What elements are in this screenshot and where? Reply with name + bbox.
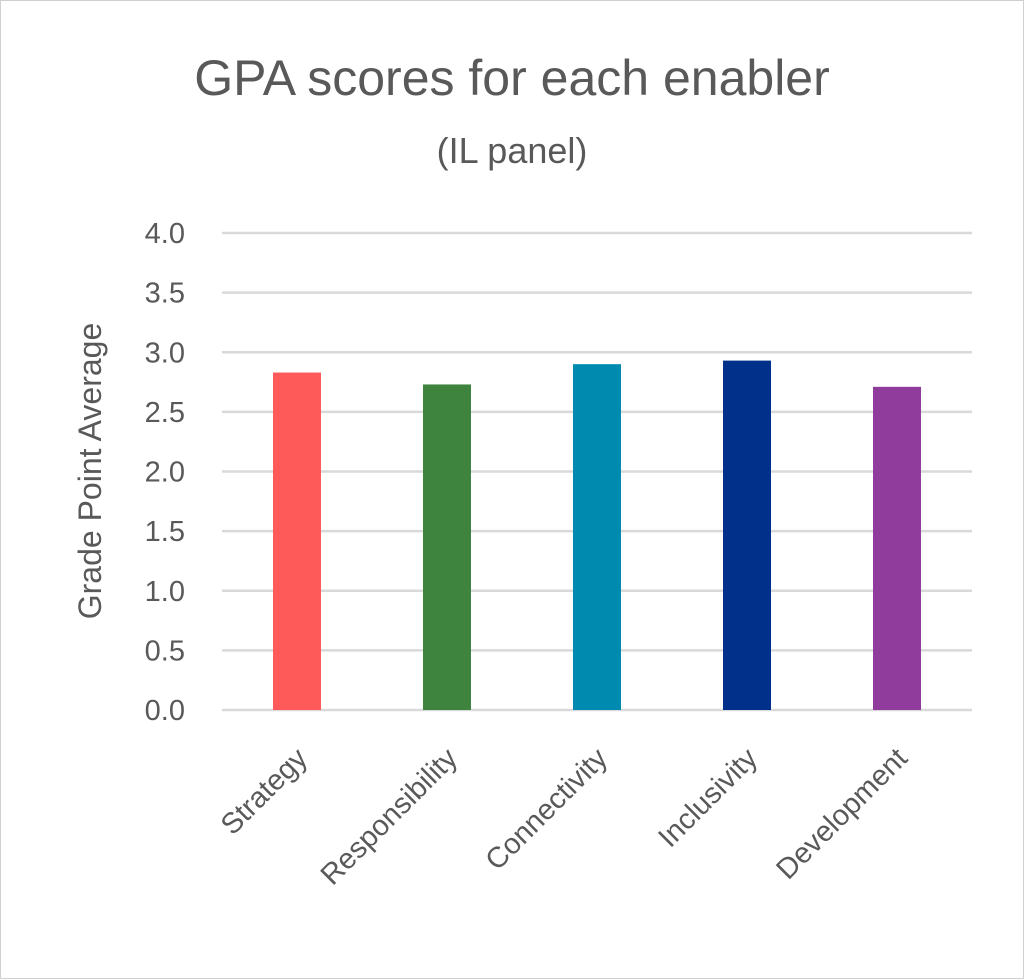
y-tick-label: 1.5 bbox=[145, 516, 185, 548]
y-tick-label: 1.0 bbox=[145, 576, 185, 608]
y-axis-label: Grade Point Average bbox=[72, 323, 108, 620]
y-tick-label: 0.5 bbox=[145, 635, 185, 667]
bar-strategy bbox=[273, 372, 321, 710]
x-tick-label: Development bbox=[770, 742, 913, 885]
bar-development bbox=[873, 386, 921, 710]
y-tick-label: 3.0 bbox=[145, 337, 185, 369]
x-tick-label: Responsibility bbox=[315, 742, 464, 891]
bar-responsibility bbox=[423, 384, 471, 710]
chart-title: GPA scores for each enabler bbox=[194, 50, 830, 106]
y-tick-label: 0.0 bbox=[145, 695, 185, 727]
y-tick-label: 3.5 bbox=[145, 278, 185, 310]
chart-subtitle: (IL panel) bbox=[437, 130, 588, 171]
y-tick-label: 2.5 bbox=[145, 397, 185, 429]
y-tick-label: 4.0 bbox=[145, 218, 185, 250]
bar-inclusivity bbox=[723, 360, 771, 710]
x-tick-label: Strategy bbox=[215, 742, 314, 841]
x-tick-label: Inclusivity bbox=[652, 742, 764, 854]
bar-connectivity bbox=[573, 364, 621, 710]
y-tick-label: 2.0 bbox=[145, 457, 185, 489]
x-tick-label: Connectivity bbox=[480, 742, 615, 877]
